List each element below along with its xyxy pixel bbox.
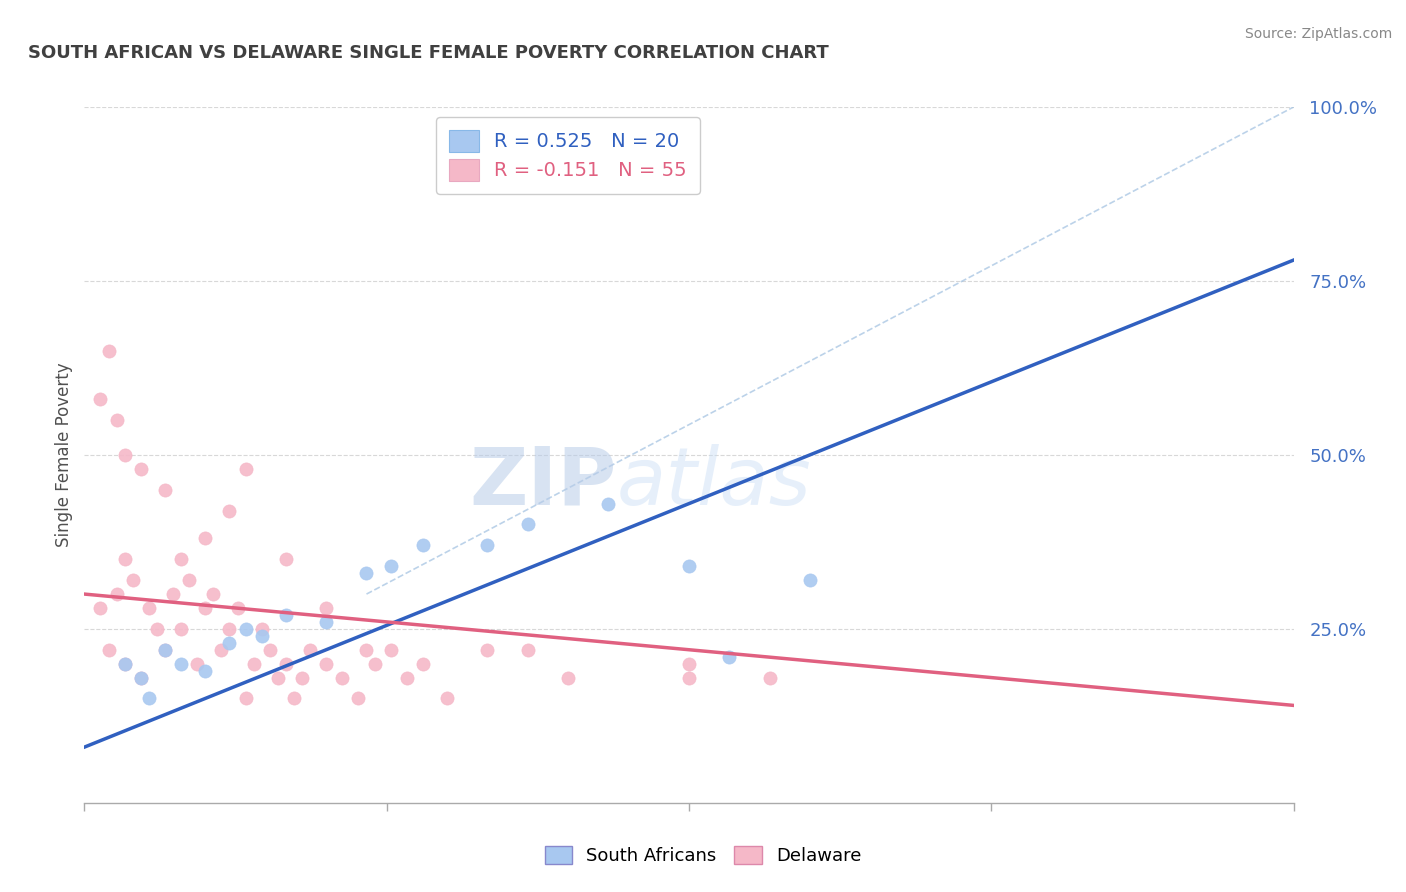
Point: [114, 448, 136, 462]
Point: [146, 622, 169, 636]
Text: ZIP: ZIP: [470, 443, 616, 522]
Point: [218, 636, 240, 650]
Point: [153, 642, 176, 657]
Point: [330, 671, 353, 685]
Point: [194, 601, 217, 615]
Point: [516, 642, 538, 657]
Point: [299, 642, 322, 657]
Point: [97, 343, 120, 358]
Point: [186, 657, 208, 671]
Point: [274, 657, 297, 671]
Point: [170, 622, 193, 636]
Point: [235, 622, 257, 636]
Point: [129, 462, 152, 476]
Point: [121, 573, 143, 587]
Legend: South Africans, Delaware: South Africans, Delaware: [536, 837, 870, 874]
Point: [347, 691, 370, 706]
Point: [153, 642, 176, 657]
Point: [412, 657, 434, 671]
Point: [194, 664, 217, 678]
Point: [235, 691, 257, 706]
Point: [315, 657, 337, 671]
Point: [218, 503, 240, 517]
Point: [162, 587, 184, 601]
Point: [274, 607, 297, 622]
Point: [395, 671, 418, 685]
Point: [678, 671, 700, 685]
Point: [363, 657, 385, 671]
Point: [380, 642, 402, 657]
Point: [242, 657, 264, 671]
Point: [516, 517, 538, 532]
Point: [89, 601, 111, 615]
Point: [315, 615, 337, 629]
Point: [718, 649, 741, 664]
Point: [315, 601, 337, 615]
Point: [235, 462, 257, 476]
Point: [477, 642, 499, 657]
Point: [202, 587, 225, 601]
Point: [380, 559, 402, 574]
Point: [114, 657, 136, 671]
Point: [274, 552, 297, 566]
Point: [758, 671, 780, 685]
Point: [170, 552, 193, 566]
Point: [557, 671, 579, 685]
Point: [194, 532, 217, 546]
Point: [259, 642, 281, 657]
Point: [436, 691, 458, 706]
Point: [250, 622, 273, 636]
Point: [218, 622, 240, 636]
Point: [678, 657, 700, 671]
Point: [267, 671, 290, 685]
Point: [250, 629, 273, 643]
Point: [129, 671, 152, 685]
Point: [114, 657, 136, 671]
Point: [170, 657, 193, 671]
Point: [477, 538, 499, 552]
Point: [105, 413, 128, 427]
Point: [153, 483, 176, 497]
Point: [129, 671, 152, 685]
Point: [209, 642, 232, 657]
Y-axis label: Single Female Poverty: Single Female Poverty: [55, 363, 73, 547]
Point: [283, 691, 305, 706]
Point: [678, 559, 700, 574]
Text: atlas: atlas: [616, 443, 811, 522]
Point: [179, 573, 201, 587]
Point: [138, 691, 160, 706]
Point: [138, 601, 160, 615]
Point: [89, 392, 111, 407]
Point: [799, 573, 821, 587]
Text: SOUTH AFRICAN VS DELAWARE SINGLE FEMALE POVERTY CORRELATION CHART: SOUTH AFRICAN VS DELAWARE SINGLE FEMALE …: [28, 45, 830, 62]
Point: [105, 587, 128, 601]
Point: [226, 601, 249, 615]
Text: Source: ZipAtlas.com: Source: ZipAtlas.com: [1244, 27, 1392, 41]
Legend: R = 0.525   N = 20, R = -0.151   N = 55: R = 0.525 N = 20, R = -0.151 N = 55: [436, 117, 700, 194]
Point: [356, 642, 378, 657]
Point: [356, 566, 378, 581]
Point: [412, 538, 434, 552]
Point: [291, 671, 314, 685]
Point: [598, 497, 620, 511]
Point: [114, 552, 136, 566]
Point: [97, 642, 120, 657]
